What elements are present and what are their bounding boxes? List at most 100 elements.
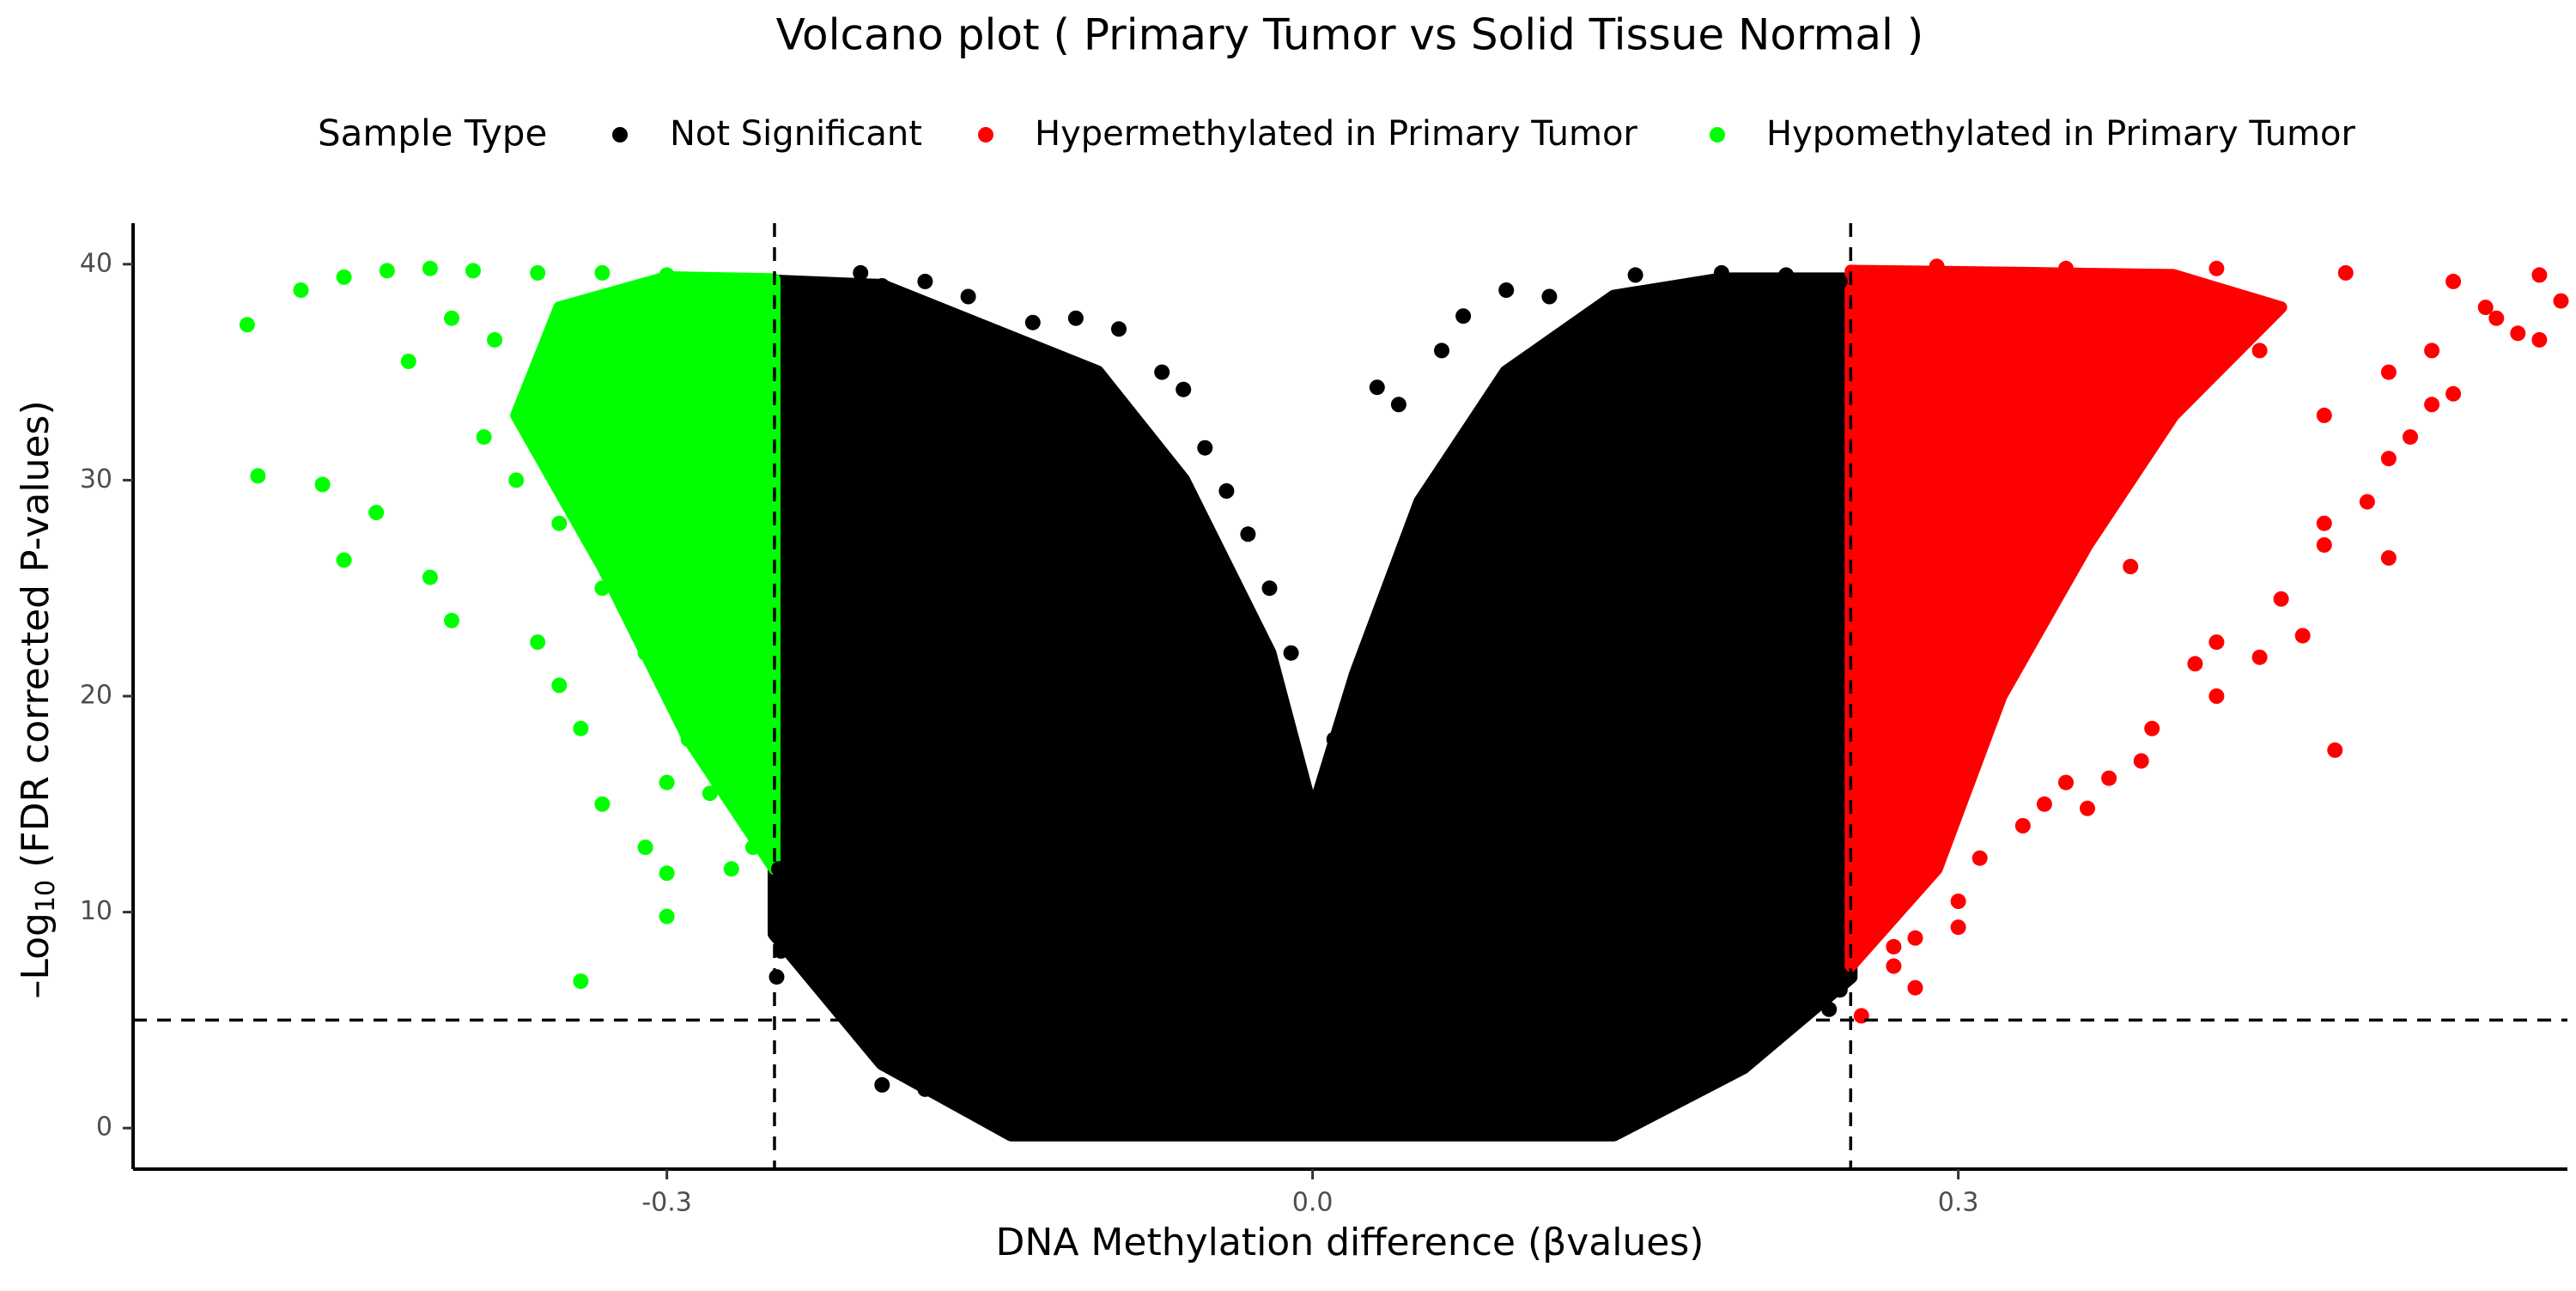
data-point (1111, 321, 1127, 337)
data-point (250, 468, 266, 484)
data-point (2403, 429, 2418, 445)
hypomethylated-cloud (510, 270, 781, 876)
data-point (960, 288, 976, 305)
chart-title: Volcano plot ( Primary Tumor vs Solid Ti… (776, 10, 1924, 60)
data-point (1832, 273, 1848, 289)
y-tick-label: 40 (80, 248, 112, 278)
data-point (2036, 472, 2052, 488)
data-point (1326, 731, 1342, 748)
data-point (1886, 796, 1902, 812)
data-point (2144, 720, 2160, 736)
data-point (1864, 688, 1880, 704)
data-point (1713, 264, 1729, 281)
data-point (1649, 1081, 1665, 1097)
data-point (1670, 1076, 1686, 1093)
data-point (1832, 982, 1848, 998)
data-point (1929, 407, 1945, 423)
data-point (1617, 1103, 1633, 1119)
data-point (594, 580, 611, 597)
data-point (659, 645, 675, 661)
data-point (939, 1066, 955, 1082)
data-point (1886, 958, 1902, 974)
data-point (756, 731, 772, 748)
data-point (2359, 494, 2375, 510)
data-point (2251, 342, 2268, 359)
data-point (476, 429, 492, 445)
data-point (444, 310, 459, 326)
data-point (769, 969, 785, 985)
data-point (1154, 364, 1170, 380)
data-point (2477, 300, 2494, 316)
data-point (1240, 526, 1256, 542)
data-point (2166, 300, 2182, 316)
data-point (2273, 591, 2289, 607)
data-point (744, 342, 761, 359)
x-tick-label: -0.3 (641, 1188, 692, 1218)
data-point (616, 300, 632, 316)
data-point (616, 536, 632, 553)
data-point (379, 263, 395, 279)
x-tick-label: 0.3 (1938, 1188, 1979, 1218)
data-point (465, 263, 481, 279)
data-point (530, 385, 546, 402)
data-point (2014, 818, 2031, 833)
data-point (2316, 515, 2332, 531)
data-point (659, 267, 675, 283)
data-point (1176, 381, 1192, 397)
data-point (874, 1076, 890, 1093)
data-point (1024, 314, 1041, 330)
data-point (874, 973, 890, 990)
y-tick-label: 30 (80, 464, 112, 494)
series-1 (769, 264, 1848, 1125)
data-points (239, 258, 2569, 1142)
data-point (2251, 649, 2268, 665)
data-point (400, 354, 416, 369)
legend-title: Sample Type (318, 112, 547, 155)
data-point (702, 785, 718, 802)
data-point (422, 260, 438, 276)
data-point (1390, 397, 1406, 413)
data-point (2208, 634, 2225, 651)
data-point (594, 796, 611, 812)
data-point (1434, 342, 1449, 359)
data-point (2208, 688, 2225, 704)
data-point (680, 342, 696, 359)
data-point (2445, 385, 2462, 402)
legend-key-hypomethylated-icon (1710, 127, 1725, 142)
data-point (773, 942, 789, 959)
data-point (1369, 379, 1385, 396)
data-point (2531, 331, 2548, 348)
data-point (594, 264, 611, 281)
data-point (1067, 310, 1084, 326)
data-point (2080, 800, 2095, 816)
data-point (1950, 364, 1966, 380)
y-axis-label-subscript: 10 (31, 880, 61, 912)
data-point (637, 645, 653, 661)
legend-key-hypermethylated-icon (978, 127, 993, 142)
data-point (2380, 451, 2397, 467)
data-point (723, 861, 739, 877)
data-point (1864, 861, 1880, 877)
data-point (573, 720, 589, 736)
y-axis-label: –Log10 (FDR corrected P-values) (14, 400, 61, 998)
data-point (680, 536, 696, 553)
data-point (723, 278, 739, 294)
data-point (810, 807, 826, 823)
data-point (744, 839, 761, 856)
y-axis-label-suffix: (FDR corrected P-values) (14, 400, 58, 880)
data-point (1778, 1016, 1795, 1033)
data-point (368, 505, 385, 521)
data-point (293, 282, 309, 298)
data-point (487, 331, 503, 348)
data-point (2531, 267, 2548, 283)
data-point (2101, 407, 2117, 423)
legend-label-hypermethylated: Hypermethylated in Primary Tumor (1035, 114, 1637, 154)
data-point (2316, 407, 2332, 423)
data-point (314, 476, 331, 493)
data-point (853, 1001, 869, 1017)
data-point (2337, 264, 2354, 281)
data-point (2316, 536, 2332, 553)
series-2 (1853, 258, 2569, 1024)
